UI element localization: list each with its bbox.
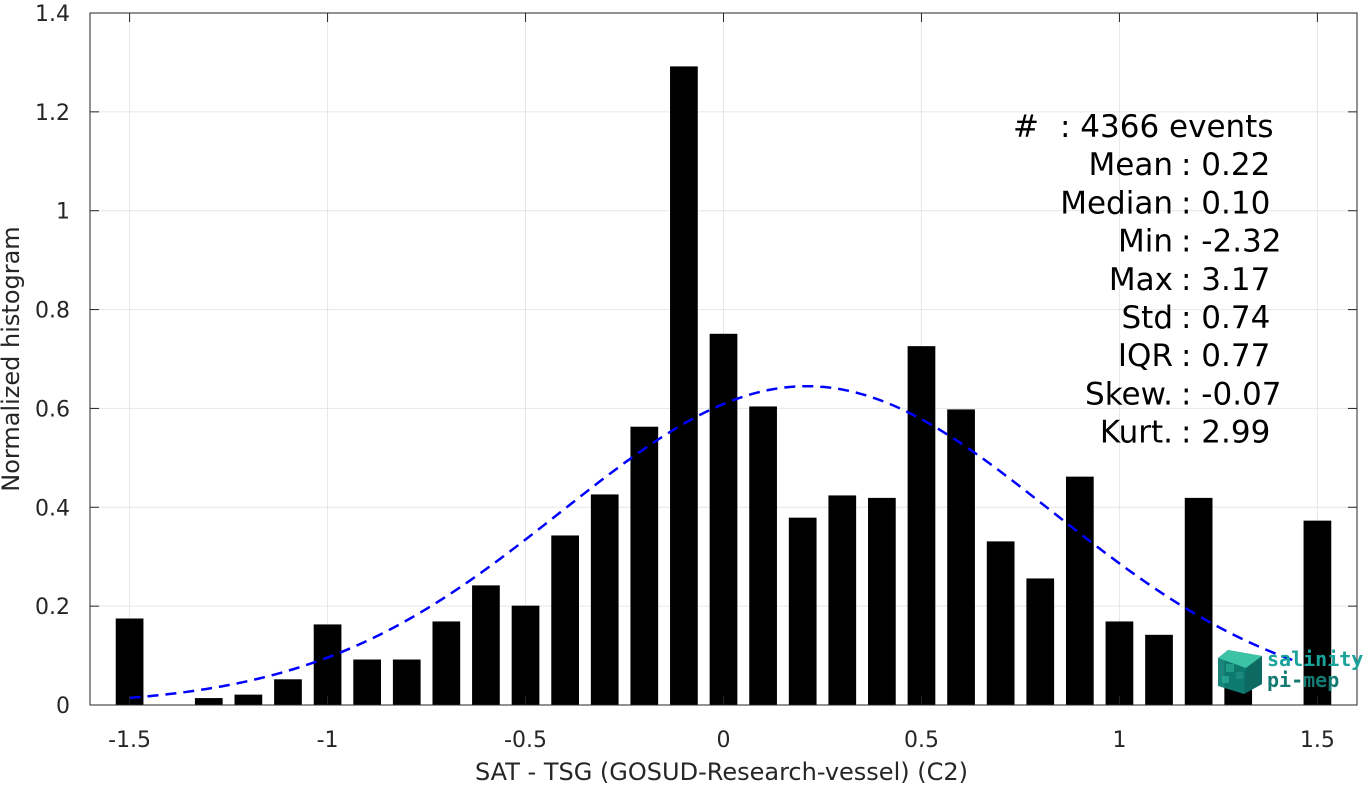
stat-label-std: Std — [1121, 300, 1173, 336]
x-tick-label-5: 1 — [1112, 728, 1126, 753]
histogram-bar-3 — [234, 694, 263, 705]
grid-lines — [90, 12, 1357, 706]
histogram-bar-27 — [1184, 497, 1213, 705]
histogram-bar-5 — [313, 624, 342, 705]
y-tick-label-6: 1.2 — [35, 101, 70, 126]
histogram-bar-25 — [1105, 621, 1134, 705]
y-tick-label-5: 1 — [56, 200, 70, 225]
stat-label-kurt: Kurt. — [1100, 415, 1173, 451]
stat-value-count: : 4366 events — [1060, 109, 1274, 145]
x-axis-ticks: -1.5 -1 -0.5 0 0.5 1 1.5 — [108, 13, 1335, 753]
stat-value-skew: : -0.07 — [1181, 376, 1282, 412]
histogram-bar-20 — [907, 346, 936, 705]
stat-label-max: Max — [1109, 262, 1173, 298]
cube-icon — [1218, 650, 1262, 694]
histogram-bar-13 — [630, 426, 659, 705]
histogram-bar-9 — [472, 585, 500, 705]
histogram-bar-2 — [194, 698, 223, 705]
histogram-bar-14 — [670, 66, 698, 705]
histogram-bar-0 — [115, 618, 144, 705]
stat-value-kurt: : 2.99 — [1181, 415, 1270, 451]
y-axis-ticks: 0 0.2 0.4 0.6 0.8 1 1.2 1.4 — [35, 2, 1357, 719]
stat-label-skew: Skew. — [1085, 376, 1173, 412]
x-tick-label-6: 1.5 — [1300, 728, 1335, 753]
y-tick-label-0: 0 — [56, 694, 70, 719]
stat-value-max: : 3.17 — [1181, 262, 1270, 298]
histogram-bar-22 — [986, 541, 1015, 705]
histogram-bar-16 — [749, 406, 777, 705]
y-tick-label-3: 0.6 — [35, 397, 70, 422]
histogram-bar-18 — [828, 495, 857, 705]
stat-label-min: Min — [1118, 224, 1173, 260]
histogram-bar-11 — [551, 535, 579, 705]
y-tick-label-4: 0.8 — [35, 299, 70, 324]
x-axis-label: SAT - TSG (GOSUD-Research-vessel) (C2) — [475, 758, 968, 785]
histogram-bar-23 — [1026, 578, 1055, 705]
y-axis-label: Normalized histogram — [0, 226, 25, 491]
stat-label-iqr: IQR — [1118, 338, 1173, 374]
histogram-bar-8 — [432, 621, 461, 705]
x-tick-label-1: -1 — [317, 728, 339, 753]
stat-value-std: : 0.74 — [1181, 300, 1270, 336]
y-tick-label-1: 0.2 — [35, 595, 70, 620]
histogram-bar-6 — [353, 659, 382, 705]
logo-text-salinity: salinity — [1267, 647, 1363, 671]
stat-label-mean: Mean — [1089, 147, 1173, 183]
y-tick-label-7: 1.4 — [35, 2, 70, 27]
histogram-bar-10 — [511, 605, 540, 705]
logo-text-pi-mep: pi-mep — [1267, 668, 1339, 692]
stat-value-mean: : 0.22 — [1181, 147, 1270, 183]
histogram-bar-7 — [392, 659, 421, 705]
histogram-bar-17 — [788, 517, 817, 705]
histogram-bar-24 — [1065, 476, 1094, 705]
x-tick-label-2: -0.5 — [504, 728, 547, 753]
histogram-bar-21 — [947, 409, 975, 705]
x-tick-label-3: 0 — [717, 728, 731, 753]
histogram-bar-12 — [590, 494, 619, 705]
gaussian-fit-curve — [129, 384, 1299, 700]
histogram-bar-26 — [1145, 634, 1173, 705]
histogram-bars — [115, 66, 1332, 705]
stat-value-iqr: : 0.77 — [1181, 338, 1270, 374]
stat-label-count: # — [1013, 109, 1039, 145]
histogram-bar-30 — [1303, 520, 1332, 705]
histogram-bar-19 — [868, 497, 896, 705]
stat-value-min: : -2.32 — [1181, 224, 1282, 260]
stat-value-median: : 0.10 — [1181, 185, 1270, 221]
salinity-pi-mep-logo: salinity pi-mep — [1218, 647, 1363, 694]
y-tick-label-2: 0.4 — [35, 496, 70, 521]
histogram-bar-15 — [709, 333, 738, 705]
histogram-bar-4 — [274, 679, 302, 705]
x-tick-label-4: 0.5 — [904, 728, 939, 753]
stat-label-median: Median — [1060, 185, 1173, 221]
x-tick-label-0: -1.5 — [108, 728, 151, 753]
